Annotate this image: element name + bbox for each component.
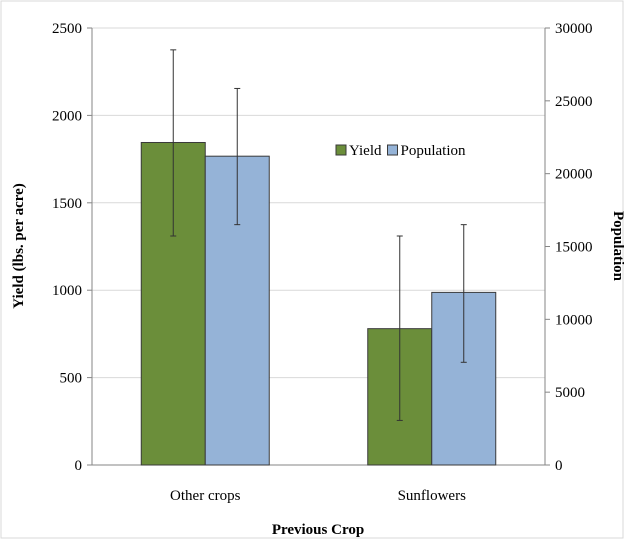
- x-axis-title: Previous Crop: [272, 522, 364, 538]
- y-tick-label: 0: [75, 458, 83, 474]
- legend-label-population: Population: [401, 143, 467, 159]
- y2-tick-label: 25000: [555, 94, 593, 110]
- y2-tick-label: 15000: [555, 240, 593, 256]
- y-tick-label: 2500: [52, 21, 82, 37]
- y-axis-title: Yield (lbs. per acre): [11, 183, 27, 309]
- y2-tick-label: 0: [555, 458, 563, 474]
- legend-label-yield: Yield: [349, 143, 382, 159]
- legend-swatch-yield: [335, 144, 347, 156]
- left-axis-ticks: 0 500 1000 1500 2000 2500: [52, 21, 92, 474]
- bar-population-1: [431, 291, 497, 466]
- y2-axis-title: Population: [610, 211, 624, 282]
- right-axis-ticks: 0 5000 10000 15000 20000 25000 30000: [545, 21, 593, 474]
- y-tick-label: 500: [60, 371, 83, 387]
- x-axis-ticks: Other crops Sunflowers: [170, 488, 466, 504]
- y-tick-label: 1000: [52, 283, 82, 299]
- y-tick-label: 1500: [52, 196, 82, 212]
- legend-swatch-population: [387, 144, 398, 156]
- y2-tick-label: 20000: [555, 167, 593, 183]
- error-bars-group: [170, 49, 467, 421]
- y2-tick-label: 10000: [555, 312, 593, 328]
- legend: Yield Population: [335, 143, 467, 159]
- y2-tick-label: 5000: [555, 385, 585, 401]
- y-tick-label: 2000: [52, 108, 82, 124]
- x-tick-label: Sunflowers: [398, 488, 466, 504]
- y2-tick-label: 30000: [555, 21, 593, 37]
- x-tick-label: Other crops: [170, 488, 241, 504]
